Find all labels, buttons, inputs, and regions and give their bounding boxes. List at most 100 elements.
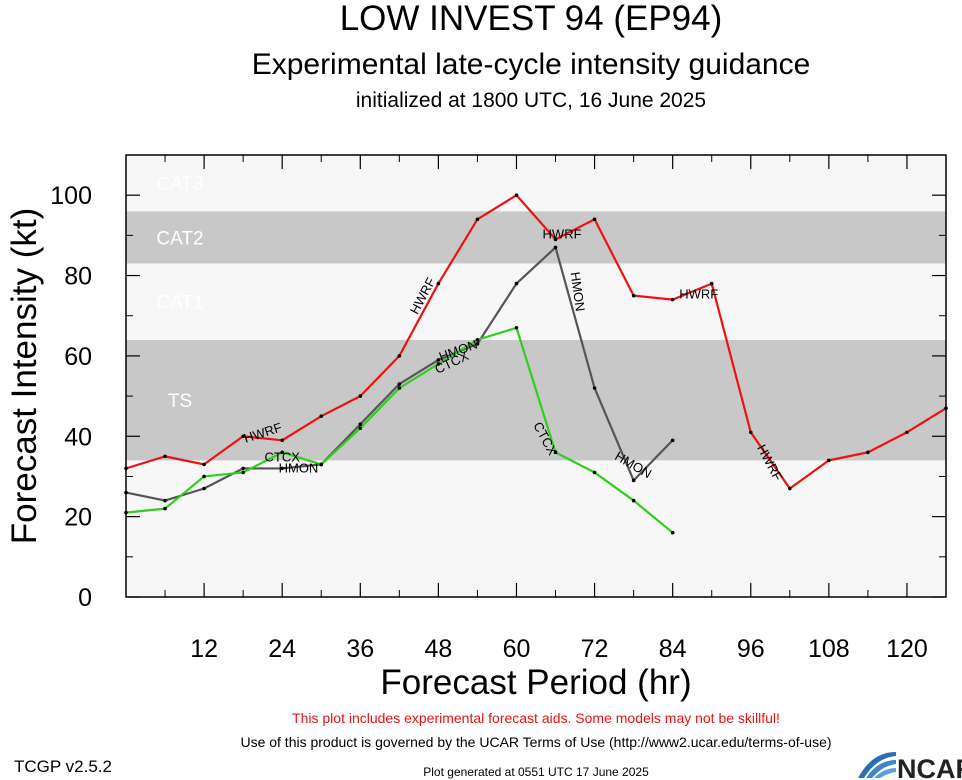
x-tick-label: 48 [424,635,452,663]
point-hmon [631,478,636,483]
point-ctcx [358,426,363,431]
plot-frame [125,154,947,598]
point-ctcx [163,506,167,511]
point-hwrf [670,297,675,302]
point-hmon [670,438,675,443]
point-hwrf [631,293,636,298]
point-hwrf [280,438,284,443]
x-tick-label: 108 [808,635,850,663]
point-hmon [280,466,284,471]
point-hmon [202,486,206,491]
point-ctcx [397,386,402,390]
terms-of-use: Use of this product is governed by the U… [240,734,831,750]
point-hwrf [241,434,245,439]
point-hwrf [514,193,519,197]
point-hmon [241,466,245,471]
point-ctcx [553,450,558,455]
point-hwrf [592,217,597,222]
x-axis-label: Forecast Period (hr) [380,663,691,702]
point-hwrf [553,237,558,242]
point-hwrf [319,414,324,418]
x-tick-label: 96 [737,635,765,663]
series-label-text: HMON [568,271,588,312]
y-tick-label: 80 [64,263,92,291]
point-hwrf [397,354,402,358]
point-hmon [436,358,441,362]
x-tick-label: 12 [190,635,218,663]
series-label-text: CTCX [264,449,300,464]
x-tick-label: 60 [503,635,531,663]
ncar-logo-text: NCAR [897,754,962,780]
series-line-hwrf [125,194,947,490]
series-label-text: HWRF [679,287,718,302]
band-labels: TS CAT1 CAT2 CAT3 [156,174,203,412]
ncar-logo-mark [858,752,896,778]
series-label-hwrf: HWRF [543,226,582,241]
axis-ticks [126,155,946,598]
point-hwrf [827,458,831,463]
x-tick-label: 84 [659,635,687,663]
point-ctcx [475,338,480,342]
point-ctcx [436,362,441,366]
point-hmon [592,386,597,390]
x-tick-label: 120 [886,635,928,663]
point-hwrf [905,430,909,435]
ncar-logo: NCAR [858,752,962,780]
x-tick-label: 36 [346,635,374,663]
band-cat1 [126,263,946,340]
version-label: TCGP v2.5.2 [14,757,112,776]
point-hmon [553,245,558,250]
band-label-cat1: CAT1 [156,293,203,314]
series-points [124,193,948,535]
y-tick-label: 0 [78,584,92,612]
point-ctcx [631,498,636,503]
point-hwrf [866,450,870,455]
point-ctcx [670,530,675,535]
series-label-hmon: HMON [568,271,588,312]
point-ctcx [592,470,597,475]
band-ts [126,339,946,461]
series-label-hmon: HMON [279,461,319,476]
point-hwrf [788,486,792,491]
intensity-bands [126,155,946,461]
plot-border [125,154,947,598]
point-hwrf [475,217,480,222]
point-ctcx [241,470,245,475]
x-tick-label: 72 [581,635,609,663]
point-hmon [358,422,363,427]
band-label-ts: TS [168,391,192,412]
chart-title: LOW INVEST 94 (EP94) [340,0,723,38]
point-hmon [163,498,167,503]
point-ctcx [319,462,324,467]
y-tick-label: 20 [64,504,92,532]
point-hmon [475,342,480,346]
point-ctcx [280,450,284,455]
point-hwrf [436,281,441,286]
y-tick-label: 40 [64,423,92,451]
band-cat3 [126,155,946,212]
point-hmon [397,382,402,386]
band-cat2 [126,211,946,264]
point-hwrf [163,454,167,459]
experimental-warning: This plot includes experimental forecast… [292,710,780,726]
series-label-hwrf: HWRF [679,287,718,302]
band-label-cat2: CAT2 [156,228,203,249]
generated-timestamp: Plot generated at 0551 UTC 17 June 2025 [423,765,649,779]
series-label-text: HMON [279,461,319,476]
axis-tick-labels: 12 24 36 48 60 72 84 96 108 120 0 20 40 60 80 100 [50,182,928,663]
chart-subtitle: Experimental late-cycle intensity guidan… [252,48,811,81]
band-label-cat3: CAT3 [156,174,203,195]
series-label-ctcx: CTCX [264,449,300,464]
point-hwrf [202,462,206,467]
point-hwrf [358,394,363,398]
y-axis-label: Forecast Intensity (kt) [5,208,44,544]
series-label-text: HWRF [543,226,582,241]
point-ctcx [514,325,519,330]
point-hmon [514,281,519,286]
point-ctcx [202,474,206,479]
y-tick-label: 60 [64,343,92,371]
x-tick-label: 24 [268,635,296,663]
point-hwrf [748,430,753,435]
y-tick-label: 100 [50,182,92,210]
